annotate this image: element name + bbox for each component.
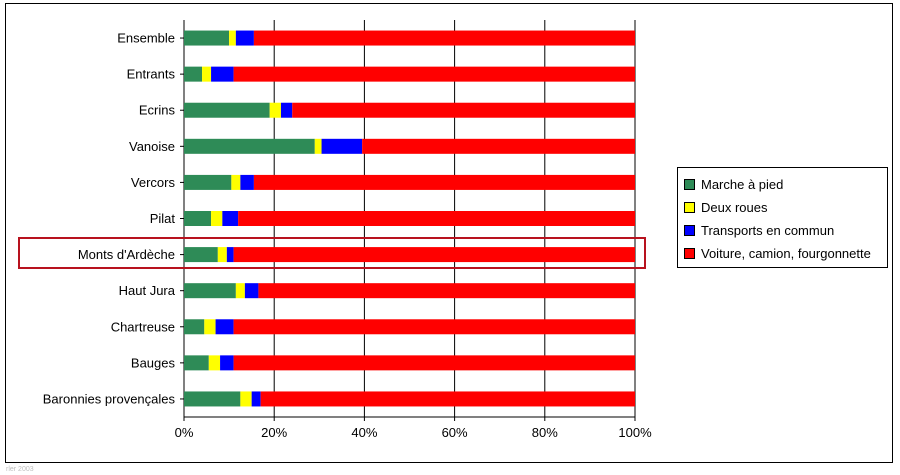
bar-10-series-1 [240, 391, 252, 407]
category-label-8: Chartreuse [111, 319, 175, 334]
footnote: rler 2003 [6, 466, 34, 473]
category-label-9: Bauges [131, 355, 176, 370]
bar-0-series-3 [253, 30, 635, 46]
bar-8-series-3 [233, 319, 636, 335]
bar-2-series-3 [292, 102, 635, 118]
bar-6-series-3 [233, 247, 636, 263]
legend-swatch-two-wheels [684, 202, 695, 213]
bar-1-series-0 [184, 66, 203, 82]
bar-8-series-2 [215, 319, 234, 335]
bar-7-series-0 [184, 283, 236, 299]
bar-3-series-2 [321, 138, 363, 154]
bar-4-series-3 [253, 174, 635, 190]
legend-label-two-wheels: Deux roues [701, 200, 768, 215]
category-label-10: Baronnies provençales [43, 391, 176, 406]
bar-1-series-3 [233, 66, 636, 82]
x-tick-label-2: 40% [351, 425, 377, 440]
legend-label-car: Voiture, camion, fourgonnette [701, 246, 871, 261]
highlight-box-monts-ardeche [18, 237, 646, 269]
bar-9-series-1 [208, 355, 221, 371]
category-label-3: Vanoise [129, 139, 175, 154]
bar-9-series-3 [233, 355, 636, 371]
bar-8-series-1 [204, 319, 216, 335]
legend-item-two-wheels: Deux roues [678, 196, 887, 219]
bar-0-series-2 [235, 30, 254, 46]
bar-3-series-0 [184, 138, 315, 154]
bar-5-series-3 [238, 211, 635, 226]
category-label-6: Monts d'Ardèche [78, 247, 175, 262]
bar-7-series-2 [244, 283, 259, 299]
legend-swatch-public-transport [684, 225, 695, 236]
bar-1-series-2 [211, 66, 234, 82]
bar-6-series-1 [217, 247, 227, 263]
category-label-5: Pilat [150, 211, 176, 226]
bar-10-series-2 [251, 391, 261, 407]
bar-7-series-1 [235, 283, 245, 299]
legend-swatch-walk [684, 179, 695, 190]
bar-9-series-0 [184, 355, 209, 371]
bar-0-series-0 [184, 30, 230, 46]
bar-5-series-2 [222, 211, 239, 226]
bar-5-series-0 [184, 211, 212, 226]
bar-8-series-0 [184, 319, 205, 335]
bar-10-series-0 [184, 391, 241, 407]
bar-4-series-2 [240, 174, 254, 190]
bar-2-series-2 [280, 102, 293, 118]
legend-item-walk: Marche à pied [678, 173, 887, 196]
x-tick-label-3: 60% [442, 425, 468, 440]
bar-5-series-1 [211, 211, 223, 226]
category-label-4: Vercors [131, 175, 176, 190]
bar-3-series-3 [362, 138, 635, 154]
bar-10-series-3 [260, 391, 635, 407]
legend-swatch-car [684, 248, 695, 259]
bar-4-series-1 [231, 174, 241, 190]
legend-label-public-transport: Transports en commun [701, 223, 835, 238]
bar-6-series-0 [184, 247, 218, 263]
bar-3-series-1 [314, 138, 322, 154]
bar-2-series-0 [184, 102, 270, 118]
x-tick-label-5: 100% [618, 425, 652, 440]
bar-4-series-0 [184, 174, 232, 190]
bar-0-series-1 [229, 30, 236, 46]
bar-9-series-2 [220, 355, 234, 371]
x-tick-label-4: 80% [532, 425, 558, 440]
bar-1-series-1 [202, 66, 212, 82]
legend-item-car: Voiture, camion, fourgonnette [678, 242, 887, 265]
category-label-0: Ensemble [117, 31, 175, 46]
category-label-7: Haut Jura [119, 283, 176, 298]
bar-7-series-3 [258, 283, 635, 299]
category-label-1: Entrants [127, 67, 176, 82]
bar-2-series-1 [269, 102, 281, 118]
x-tick-label-1: 20% [261, 425, 287, 440]
category-label-2: Ecrins [139, 103, 176, 118]
legend: Marche à pied Deux roues Transports en c… [677, 167, 888, 268]
legend-label-walk: Marche à pied [701, 177, 784, 192]
legend-item-public-transport: Transports en commun [678, 219, 887, 242]
x-tick-label-0: 0% [175, 425, 194, 440]
bar-6-series-2 [226, 247, 234, 263]
